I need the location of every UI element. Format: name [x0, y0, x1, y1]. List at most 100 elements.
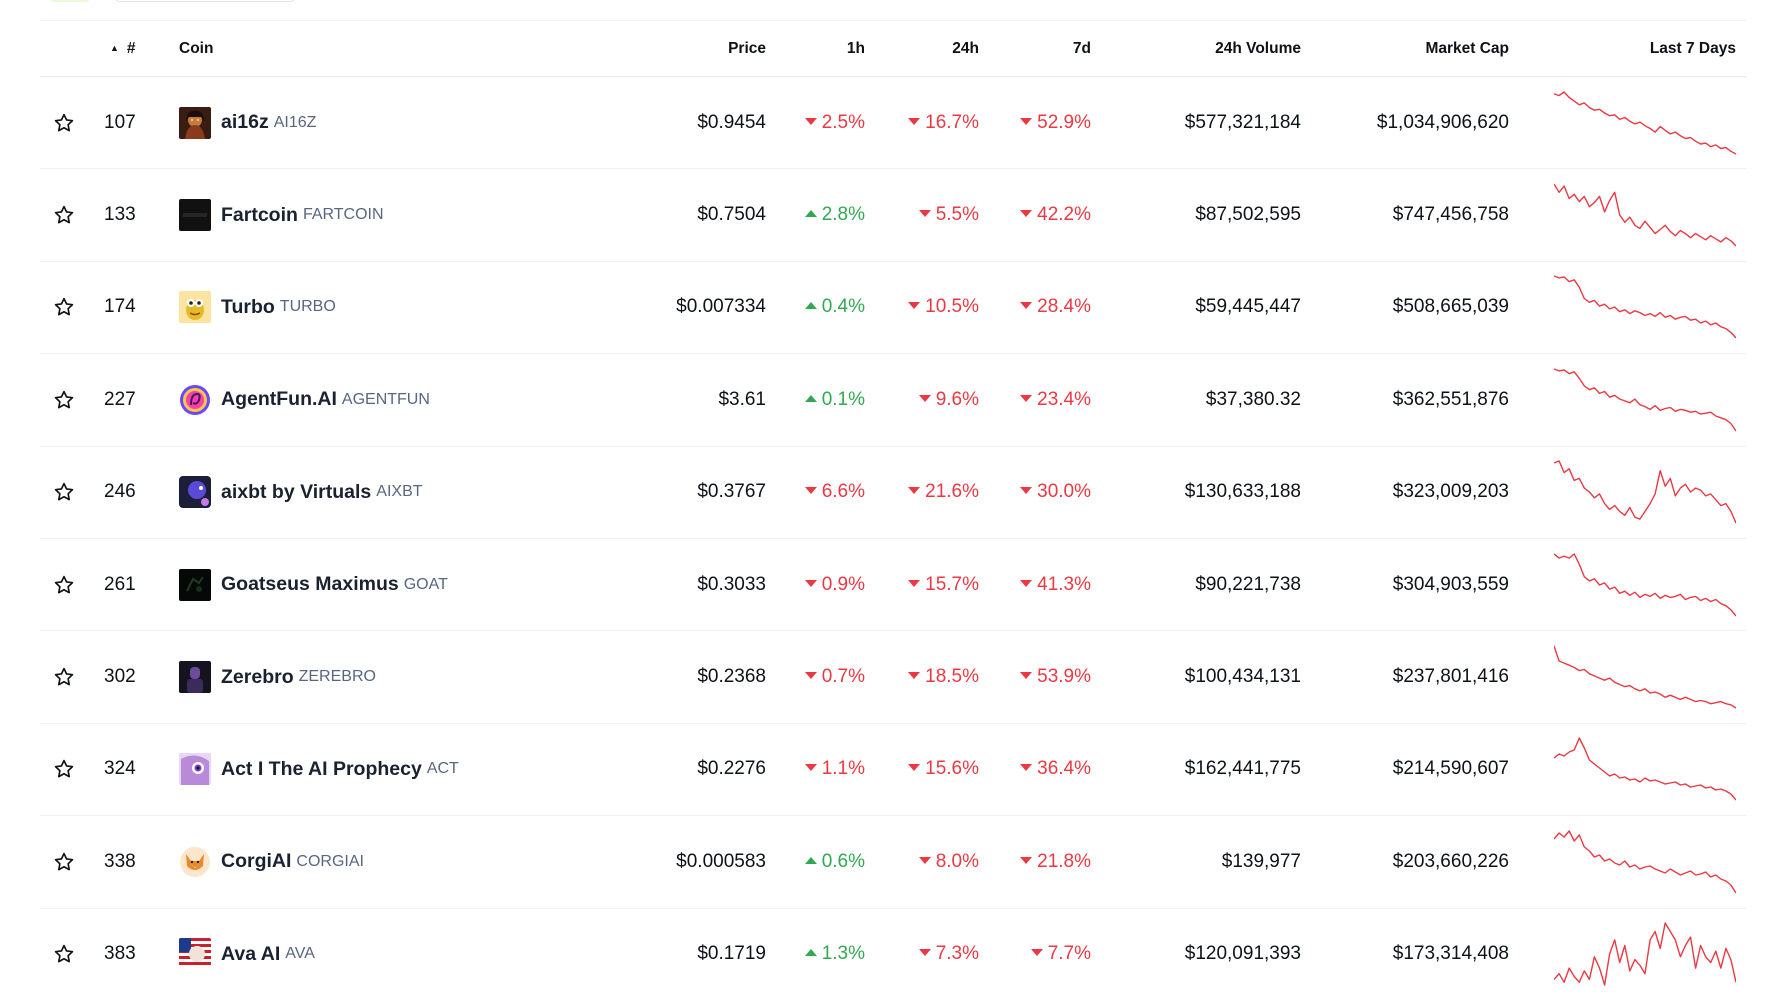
caret-down-icon [918, 856, 931, 864]
change-24h-cell: 18.5% [873, 630, 983, 724]
coin-cell[interactable]: Act I The AI Prophecy ACT [168, 723, 568, 817]
sparkline-chart [1554, 368, 1736, 432]
coin-cell[interactable]: aixbt by Virtuals AIXBT [168, 446, 568, 539]
table-row[interactable]: 246 aixbt by Virtuals AIXBT $0.3767 6.6% 21.6… [40, 446, 1746, 539]
star-icon[interactable] [53, 574, 75, 596]
table-row[interactable]: 383 Ava AI AVA $0.1719 1.3% 7.3% 7.7% $120,091,… [40, 908, 1746, 1000]
sparkline-cell [1513, 168, 1746, 262]
coin-link[interactable]: Fartcoin FARTCOIN [179, 199, 568, 232]
sort-asc-icon: ▲ [110, 42, 119, 53]
filter-pill[interactable] [49, 0, 91, 2]
change-1h-cell: 0.6% [770, 815, 873, 909]
caret-up-icon [804, 394, 817, 402]
coin-cell[interactable]: Zerebro ZEREBRO [168, 630, 568, 724]
coin-name[interactable]: AgentFun.AI [221, 388, 337, 411]
table-row[interactable]: 324 Act I The AI Prophecy ACT $0.2276 1.1% 15… [40, 723, 1746, 817]
table-row[interactable]: 261 Goatseus Maximus GOAT $0.3033 0.9% 15.7% 4… [40, 538, 1746, 632]
coin-cell[interactable]: Fartcoin FARTCOIN [168, 168, 568, 262]
change-24h-value: 5.5% [935, 204, 979, 226]
star-icon[interactable] [53, 666, 75, 688]
caret-down-icon [908, 117, 921, 125]
sparkline-cell [1513, 76, 1746, 170]
star-icon[interactable] [53, 389, 75, 411]
coin-name[interactable]: Ava AI [221, 942, 281, 965]
caret-down-icon [804, 764, 817, 772]
filter-dropdown[interactable] [114, 0, 296, 2]
coin-name[interactable]: Zerebro [221, 665, 294, 688]
price-value: $0.3033 [697, 573, 766, 595]
rank-value: 338 [104, 850, 136, 872]
table-row[interactable]: 338 CorgiAI CORGIAI $0.000583 0.6% 8.0% 21.8% $… [40, 815, 1746, 909]
header-7d[interactable]: 7d [983, 20, 1095, 77]
volume-value: $577,321,184 [1184, 111, 1301, 133]
change-7d-cell: 52.9% [983, 76, 1095, 170]
header-market-cap[interactable]: Market Cap [1305, 20, 1513, 77]
table-row[interactable]: 107 ai16z AI16Z $0.9454 2.5% 16.7% 52.9% $577,3… [40, 76, 1746, 170]
star-icon[interactable] [53, 112, 75, 134]
header-price[interactable]: Price [568, 20, 770, 77]
coin-name[interactable]: CorgiAI [221, 850, 292, 873]
star-icon[interactable] [53, 204, 75, 226]
price-value: $0.2368 [697, 666, 766, 688]
coin-link[interactable]: Ava AI AVA [179, 938, 568, 971]
coin-link[interactable]: Act I The AI Prophecy ACT [179, 753, 568, 786]
caret-down-icon [804, 117, 817, 125]
coin-name[interactable]: Fartcoin [221, 203, 298, 226]
coin-cell[interactable]: Ava AI AVA [168, 908, 568, 1000]
coin-name[interactable]: Act I The AI Prophecy [221, 757, 422, 780]
header-24h[interactable]: 24h [873, 20, 983, 77]
coin-link[interactable]: Turbo TURBO [179, 291, 568, 324]
star-icon[interactable] [53, 296, 75, 318]
header-coin[interactable]: Coin [168, 20, 568, 77]
header-1h[interactable]: 1h [770, 20, 873, 77]
market-cap-value: $1,034,906,620 [1376, 111, 1509, 133]
coin-cell[interactable]: CorgiAI CORGIAI [168, 815, 568, 909]
table-row[interactable]: 227 AgentFun.AI AGENTFUN $3.61 0.1% 9.6% 23.4%… [40, 353, 1746, 447]
caret-down-icon [908, 764, 921, 772]
coin-cell[interactable]: AgentFun.AI AGENTFUN [168, 353, 568, 447]
coin-name[interactable]: ai16z [221, 111, 269, 134]
star-icon[interactable] [53, 851, 75, 873]
coin-link[interactable]: CorgiAI CORGIAI [179, 846, 568, 878]
market-cap-value: $203,660,226 [1392, 850, 1509, 872]
coin-link[interactable]: Goatseus Maximus GOAT [179, 568, 568, 601]
price-value: $3.61 [718, 388, 766, 410]
sparkline-chart [1554, 552, 1736, 617]
coin-link[interactable]: ai16z AI16Z [179, 106, 568, 139]
caret-down-icon [1030, 949, 1043, 957]
caret-down-icon [1020, 856, 1033, 864]
market-cap-value: $237,801,416 [1392, 666, 1509, 688]
star-icon[interactable] [53, 943, 75, 965]
header-volume[interactable]: 24h Volume [1095, 20, 1305, 77]
coin-name[interactable]: Turbo [221, 295, 275, 318]
coin-cell[interactable]: Turbo TURBO [168, 261, 568, 355]
coin-cell[interactable]: Goatseus Maximus GOAT [168, 538, 568, 632]
table-row[interactable]: 174 Turbo TURBO $0.007334 0.4% 10.5% 28.4% $59,… [40, 261, 1746, 355]
act-logo-icon [179, 753, 211, 786]
rank-value: 133 [104, 204, 136, 226]
volume-value: $162,441,775 [1184, 758, 1301, 780]
rank-value: 324 [104, 758, 136, 780]
coin-link[interactable]: Zerebro ZEREBRO [179, 661, 568, 694]
table-row[interactable]: 133 Fartcoin FARTCOIN $0.7504 2.8% 5.5% 42.2% $… [40, 168, 1746, 262]
caret-down-icon [1020, 394, 1033, 402]
rank-cell: 302 [88, 630, 168, 724]
volume-cell: $139,977 [1095, 815, 1305, 909]
header-rank[interactable]: ▲ # [88, 20, 168, 77]
coin-link[interactable]: aixbt by Virtuals AIXBT [179, 476, 568, 509]
change-24h-value: 7.3% [935, 943, 979, 965]
coins-table: ▲ # Coin Price 1h 24h 7d 24h Volume Marke… [40, 20, 1746, 1000]
coin-cell[interactable]: ai16z AI16Z [168, 76, 568, 170]
coin-symbol: TURBO [279, 298, 336, 316]
coin-link[interactable]: AgentFun.AI AGENTFUN [179, 384, 568, 416]
market-cap-value: $362,551,876 [1392, 388, 1509, 410]
coin-symbol: AGENTFUN [341, 390, 430, 408]
coin-name[interactable]: aixbt by Virtuals [221, 480, 372, 503]
coin-name[interactable]: Goatseus Maximus [221, 573, 399, 596]
price-cell: $3.61 [568, 353, 770, 447]
star-icon[interactable] [53, 758, 75, 780]
table-row[interactable]: 302 Zerebro ZEREBRO $0.2368 0.7% 18.5% 53.9% $1… [40, 630, 1746, 724]
volume-value: $37,380.32 [1205, 388, 1301, 410]
market-cap-cell: $362,551,876 [1305, 353, 1513, 447]
star-icon[interactable] [53, 481, 75, 503]
